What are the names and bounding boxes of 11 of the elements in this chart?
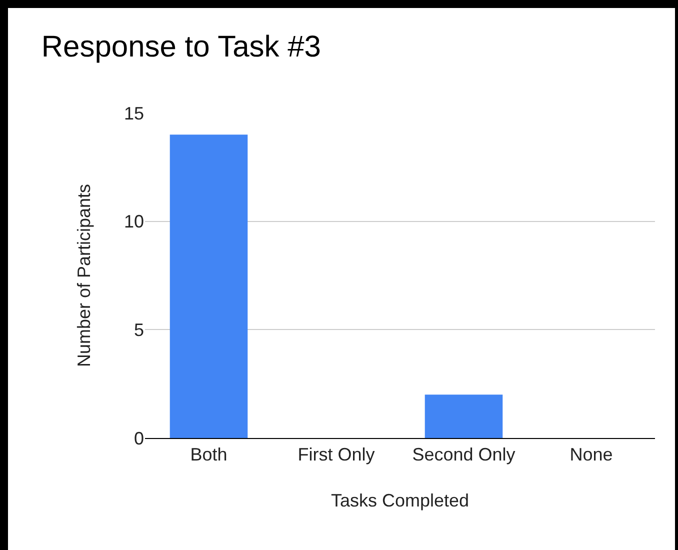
chart-title: Response to Task #3 bbox=[41, 30, 321, 64]
x-tick-label: Both bbox=[190, 444, 228, 465]
x-axis-title: Tasks Completed bbox=[330, 490, 470, 511]
y-axis-title: Number of Participants bbox=[74, 184, 94, 368]
y-tick-label: 10 bbox=[124, 212, 144, 232]
x-tick-label: First Only bbox=[298, 444, 375, 465]
x-tick-label: None bbox=[570, 444, 613, 465]
y-tick-label: 5 bbox=[134, 320, 144, 340]
y-tick-label: 15 bbox=[124, 103, 144, 124]
x-tick-label: Second Only bbox=[412, 444, 516, 465]
y-tick-label: 0 bbox=[134, 428, 144, 448]
